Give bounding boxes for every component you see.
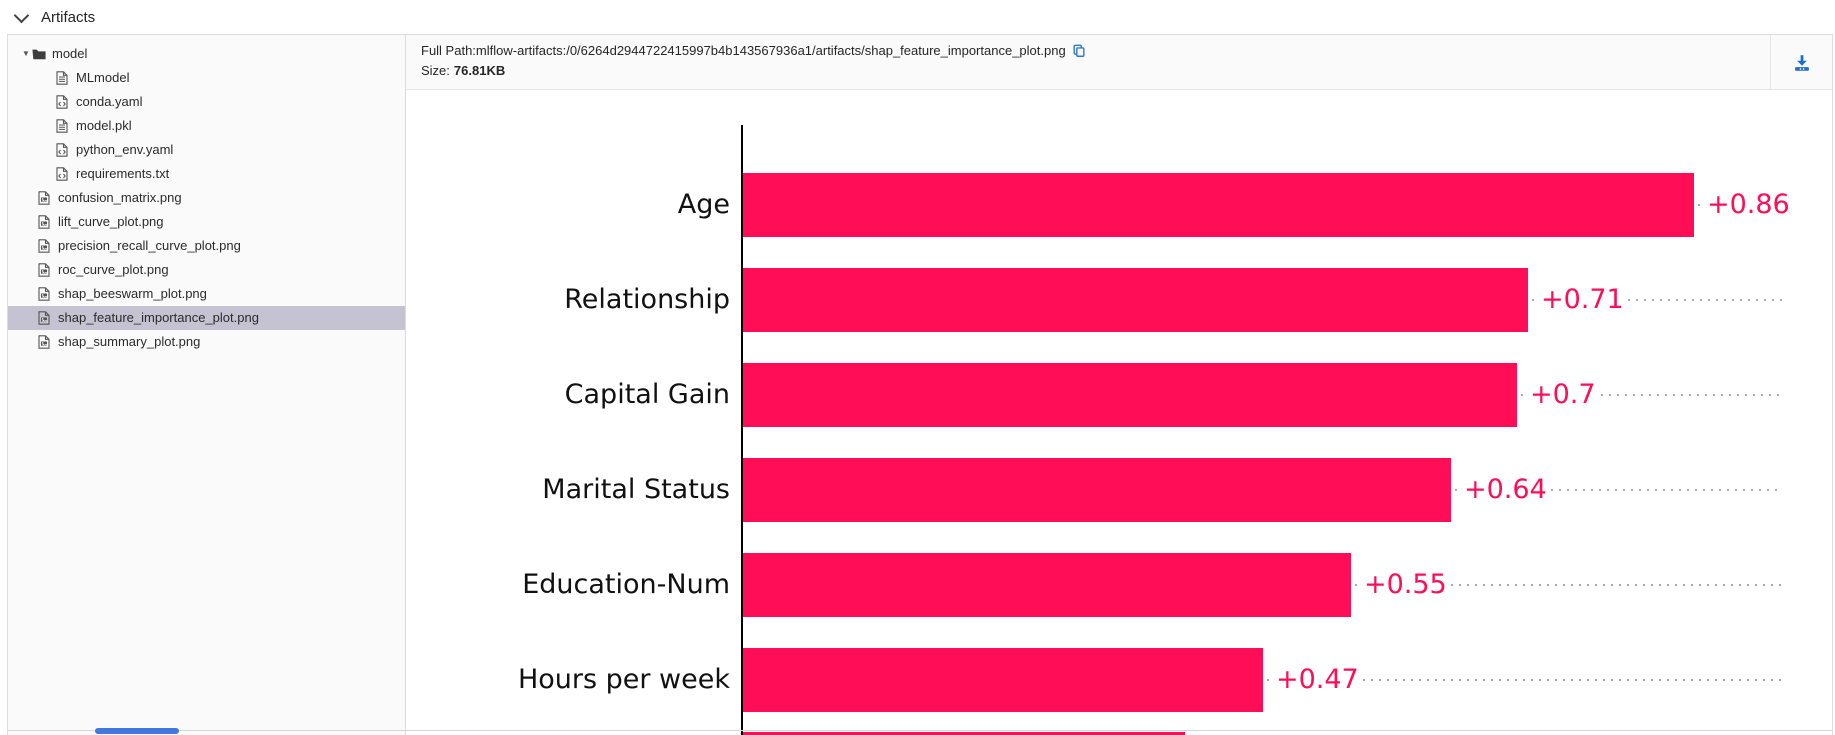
clipped-next-bar-sliver	[743, 732, 1185, 735]
chart-value-label: +0.71	[1538, 283, 1627, 317]
image-icon	[38, 335, 52, 349]
leader-dots	[1355, 584, 1782, 586]
tree-item-label: model	[52, 46, 88, 61]
tree-item-label: shap_beeswarm_plot.png	[58, 286, 207, 301]
leader-dots	[1521, 394, 1782, 396]
chart-bar-marital-status	[743, 458, 1451, 522]
chart-y-axis	[741, 125, 743, 735]
chart-bar-hours-per-week	[743, 648, 1263, 712]
artifact-path-header: Full Path: mlflow-artifacts:/0/6264d29447…	[406, 35, 1832, 90]
chart-value-label: +0.86	[1704, 188, 1793, 222]
leader-dots	[1267, 679, 1782, 681]
chart-bar-capital-gain	[743, 363, 1517, 427]
tree-item-label: shap_feature_importance_plot.png	[58, 310, 259, 325]
artifacts-section-header: Artifacts	[0, 0, 1835, 34]
artifact-preview-panel: Full Path: mlflow-artifacts:/0/6264d29447…	[406, 35, 1832, 735]
size-line: Size: 76.81KB	[421, 63, 505, 78]
section-title: Artifacts	[41, 8, 96, 26]
chart-bar-education-num	[743, 553, 1351, 617]
artifacts-content-box: ▼ model MLmodel conda.yaml model.pkl python_e…	[7, 34, 1833, 735]
full-path-label: Full Path:	[421, 43, 476, 58]
tree-item-label: precision_recall_curve_plot.png	[58, 238, 241, 253]
figure-area: Age +0.86 Relationship +0.71 Capital Gain +0.…	[407, 90, 1832, 735]
tree-item-label: shap_summary_plot.png	[58, 334, 201, 349]
tree-item-shap_beeswarm_plot.png[interactable]: shap_beeswarm_plot.png	[8, 282, 405, 306]
file-icon	[56, 71, 70, 85]
tree-item-label: requirements.txt	[76, 166, 170, 181]
chart-category-label: Age	[677, 189, 730, 220]
expander-icon[interactable]: ▼	[22, 49, 30, 58]
tree-item-python_env.yaml[interactable]: python_env.yaml	[8, 138, 405, 162]
size-value: 76.81KB	[453, 63, 506, 78]
download-button[interactable]	[1770, 35, 1832, 90]
code-icon	[56, 167, 70, 181]
tree-item-label: python_env.yaml	[76, 142, 174, 157]
chart-category-label: Capital Gain	[564, 379, 730, 410]
tree-item-requirements.txt[interactable]: requirements.txt	[8, 162, 405, 186]
full-path-value: mlflow-artifacts:/0/6264d2944722415997b4…	[475, 43, 1066, 58]
chart-bar-age	[743, 173, 1694, 237]
code-icon	[56, 95, 70, 109]
leader-dots	[1532, 299, 1782, 301]
image-icon	[38, 191, 52, 205]
horizontal-scrollbar-track	[7, 730, 1833, 731]
tree-item-shap_summary_plot.png[interactable]: shap_summary_plot.png	[8, 330, 405, 354]
tree-item-conda.yaml[interactable]: conda.yaml	[8, 90, 405, 114]
size-label: Size:	[421, 63, 450, 78]
chart-category-label: Marital Status	[542, 474, 730, 505]
code-icon	[56, 143, 70, 157]
image-icon	[38, 215, 52, 229]
chart-category-label: Hours per week	[517, 664, 730, 695]
chart-value-label: +0.7	[1527, 378, 1599, 412]
tree-item-label: confusion_matrix.png	[58, 190, 182, 205]
image-icon	[38, 311, 52, 325]
tree-item-label: lift_curve_plot.png	[58, 214, 164, 229]
tree-item-label: conda.yaml	[76, 94, 143, 109]
tree-item-confusion_matrix.png[interactable]: confusion_matrix.png	[8, 186, 405, 210]
artifact-tree: ▼ model MLmodel conda.yaml model.pkl python_e…	[8, 35, 406, 735]
chart-value-label: +0.64	[1461, 473, 1550, 507]
full-path-line: Full Path: mlflow-artifacts:/0/6264d29447…	[421, 43, 1086, 58]
tree-item-label: model.pkl	[76, 118, 132, 133]
tree-item-model.pkl[interactable]: model.pkl	[8, 114, 405, 138]
chart-value-label: +0.47	[1273, 663, 1362, 697]
download-icon	[1794, 54, 1809, 71]
tree-item-label: roc_curve_plot.png	[58, 262, 169, 277]
image-icon	[38, 287, 52, 301]
chart-value-label: +0.55	[1361, 568, 1450, 602]
tree-item-precision_recall_curve_plot.png[interactable]: precision_recall_curve_plot.png	[8, 234, 405, 258]
horizontal-scrollbar-thumb[interactable]	[95, 728, 179, 734]
chevron-down-icon[interactable]	[13, 7, 30, 23]
copy-icon[interactable]	[1072, 44, 1086, 58]
tree-item-shap_feature_importance_plot.png[interactable]: shap_feature_importance_plot.png	[8, 306, 405, 330]
tree-item-roc_curve_plot.png[interactable]: roc_curve_plot.png	[8, 258, 405, 282]
image-icon	[38, 239, 52, 253]
image-icon	[38, 263, 52, 277]
folder-icon	[32, 47, 46, 61]
leader-dots	[1455, 489, 1782, 491]
tree-item-lift_curve_plot.png[interactable]: lift_curve_plot.png	[8, 210, 405, 234]
tree-item-label: MLmodel	[76, 70, 130, 85]
chart-bar-relationship	[743, 268, 1528, 332]
chart-category-label: Relationship	[564, 284, 730, 315]
file-icon	[56, 119, 70, 133]
chart-category-label: Education-Num	[522, 569, 730, 600]
tree-item-MLmodel[interactable]: MLmodel	[8, 66, 405, 90]
tree-item-model[interactable]: ▼ model	[8, 42, 405, 66]
